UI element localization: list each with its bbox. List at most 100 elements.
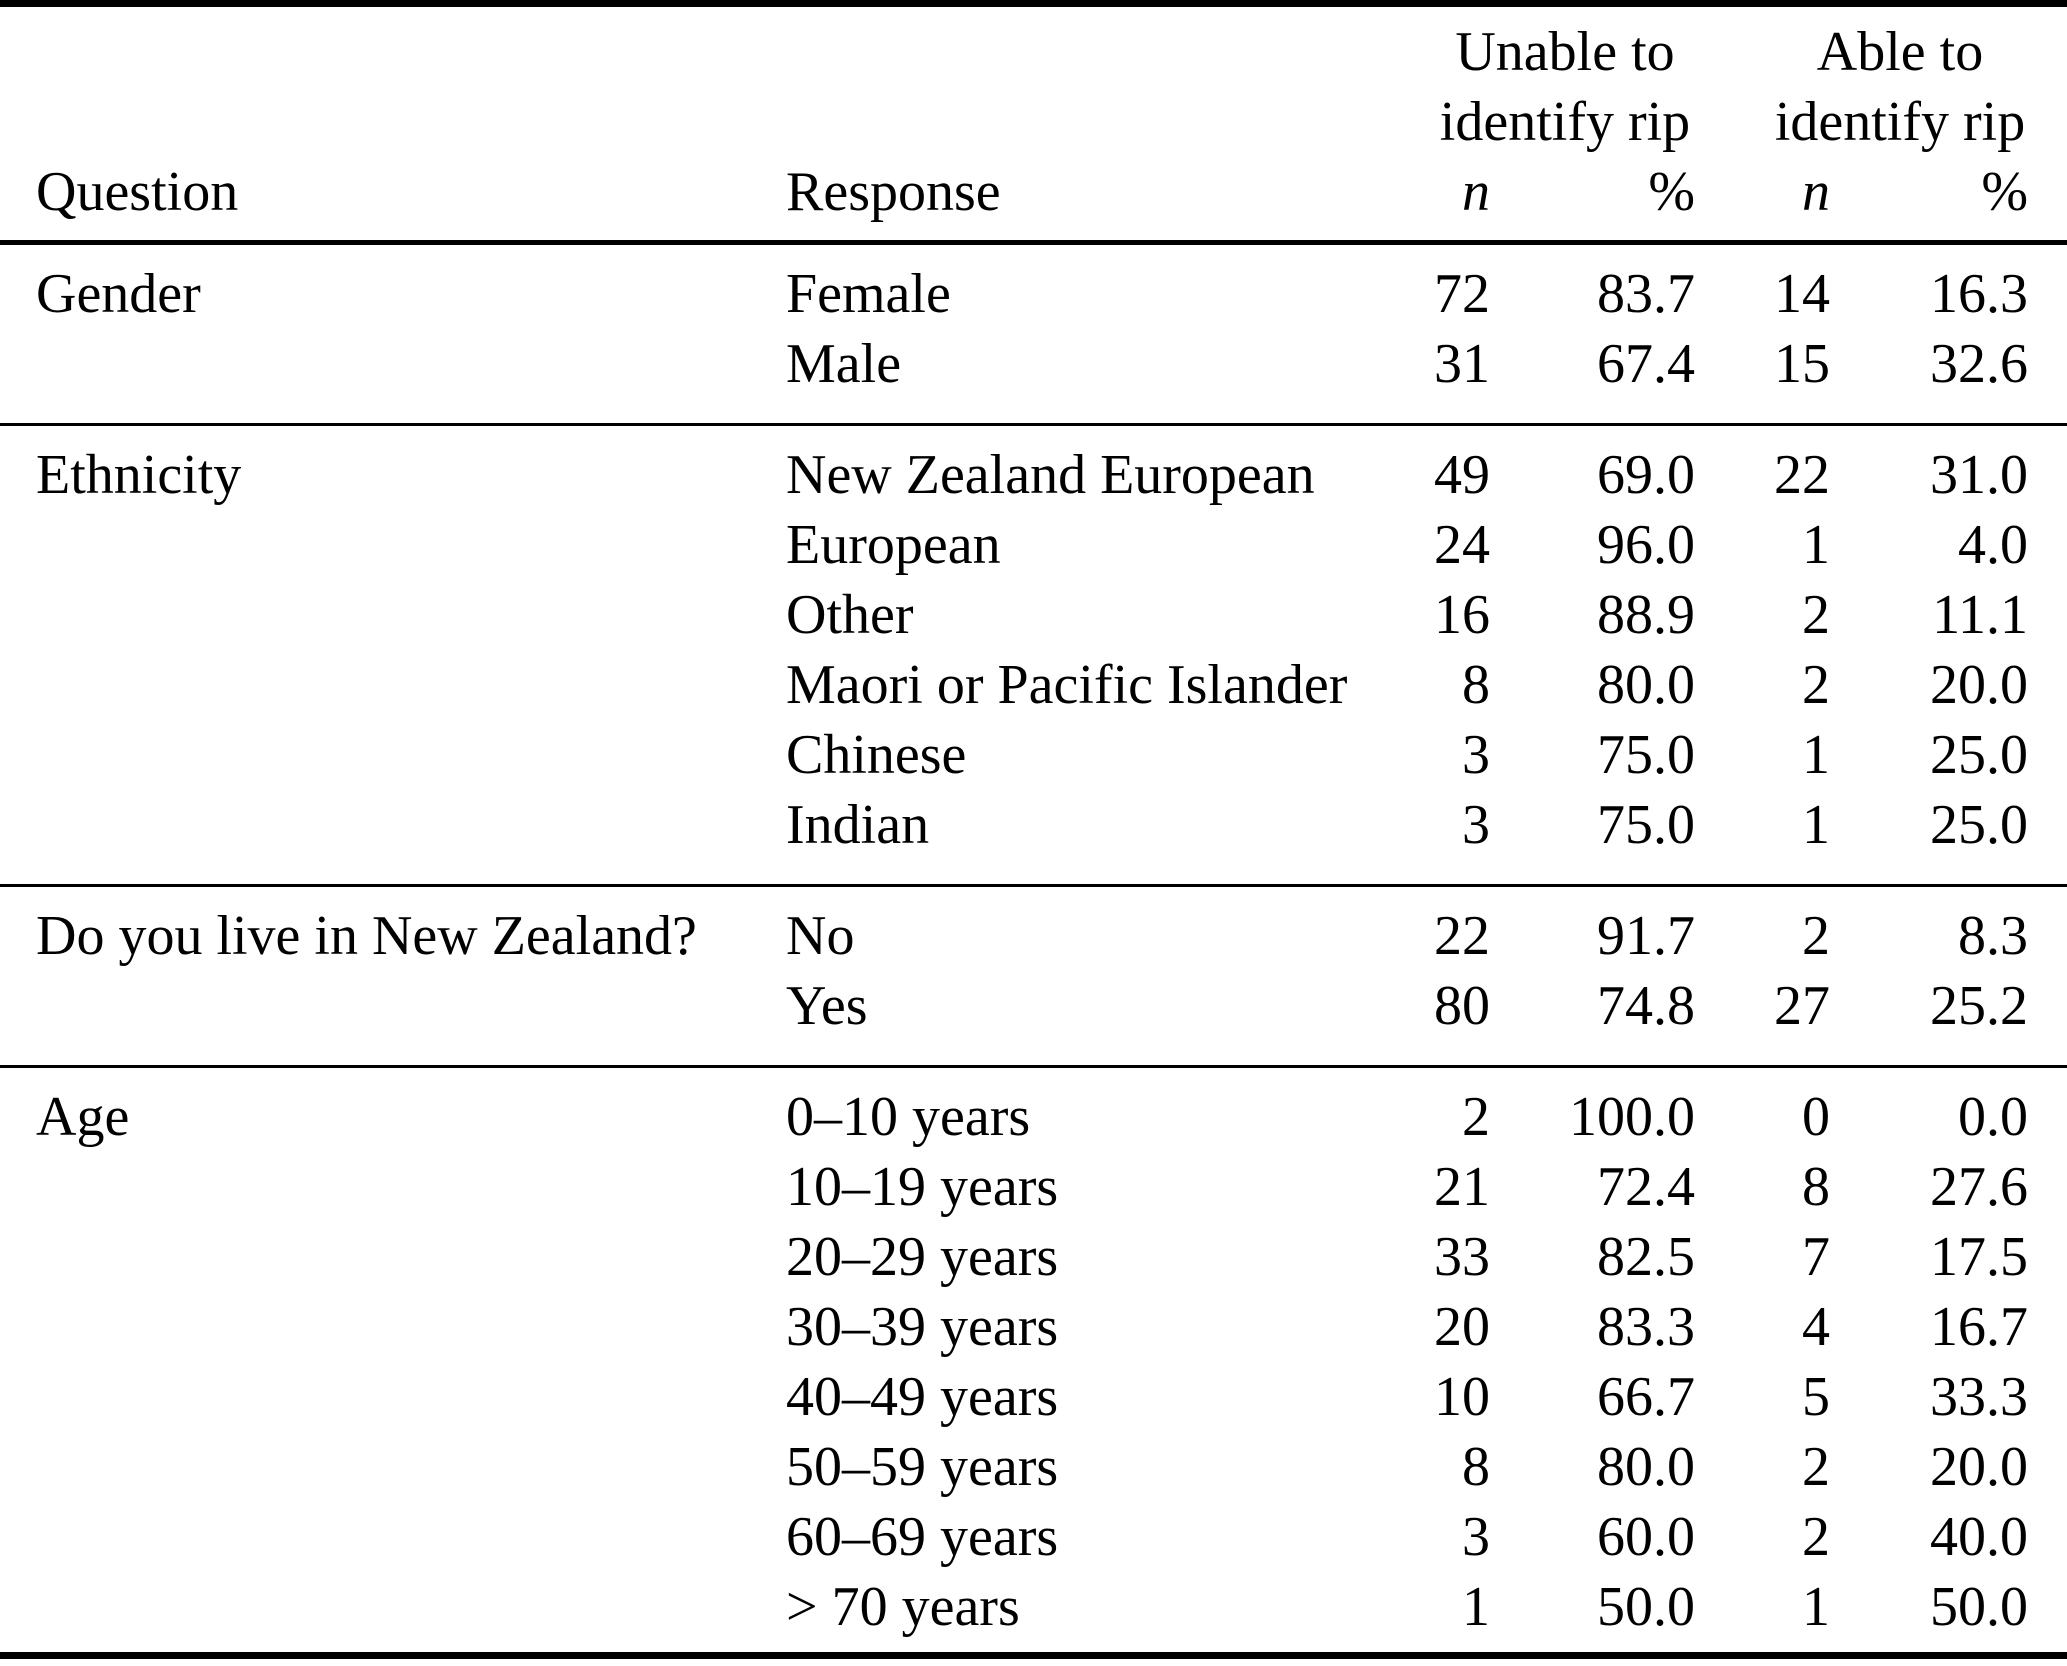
response-cell: European xyxy=(786,514,1001,576)
table-row: 30–39 years 20 83.3 4 16.7 xyxy=(0,1292,2067,1362)
unable-n-cell: 3 xyxy=(1462,724,1490,786)
empty-cell xyxy=(0,971,786,1067)
response-cell: Yes xyxy=(786,975,868,1037)
table-row: 50–59 years 8 80.0 2 20.0 xyxy=(0,1432,2067,1502)
response-cell: 60–69 years xyxy=(786,1506,1059,1568)
response-cell: Maori or Pacific Islander xyxy=(786,654,1348,716)
question-label: Gender xyxy=(36,263,201,325)
table-row: Maori or Pacific Islander 8 80.0 2 20.0 xyxy=(0,650,2067,720)
unable-pct-cell: 100.0 xyxy=(1569,1086,1695,1148)
empty-cell xyxy=(0,720,786,790)
response-cell: 20–29 years xyxy=(786,1226,1059,1288)
empty-cell xyxy=(0,1152,786,1222)
response-cell: 10–19 years xyxy=(786,1156,1059,1218)
able-pct-cell: 11.1 xyxy=(1932,584,2029,646)
question-label: Ethnicity xyxy=(36,444,242,506)
unable-pct-cell: 66.7 xyxy=(1597,1366,1695,1428)
table-row: Yes 80 74.8 27 25.2 xyxy=(0,971,2067,1067)
table-row: Do you live in New Zealand? No 22 91.7 2… xyxy=(0,886,2067,972)
unable-pct-cell: 80.0 xyxy=(1597,654,1695,716)
empty-cell xyxy=(0,1432,786,1502)
table-row: 20–29 years 33 82.5 7 17.5 xyxy=(0,1222,2067,1292)
unable-pct-cell: 72.4 xyxy=(1597,1156,1695,1218)
unable-n-cell: 80 xyxy=(1434,975,1490,1037)
unable-n-cell: 33 xyxy=(1434,1226,1490,1288)
empty-cell xyxy=(0,1292,786,1362)
empty-cell xyxy=(0,510,786,580)
response-cell: Male xyxy=(786,333,902,395)
unable-n-cell: 16 xyxy=(1434,584,1490,646)
empty-cell xyxy=(0,650,786,720)
able-pct-cell: 20.0 xyxy=(1930,1436,2029,1498)
empty-cell xyxy=(0,580,786,650)
unable-pct-cell: 88.9 xyxy=(1597,584,1695,646)
unable-pct-cell: 80.0 xyxy=(1597,1436,1695,1498)
table-row: Other 16 88.9 2 11.1 xyxy=(0,580,2067,650)
group-header-unable-line1: Unable to xyxy=(1455,21,1675,83)
unable-n-cell: 8 xyxy=(1462,654,1490,716)
response-cell: 50–59 years xyxy=(786,1436,1059,1498)
table-row: Indian 3 75.0 1 25.0 xyxy=(0,790,2067,886)
unable-pct-cell: 60.0 xyxy=(1597,1506,1695,1568)
able-n-column-header: n xyxy=(1802,161,1830,223)
unable-n-cell: 22 xyxy=(1434,905,1490,967)
table-row: 10–19 years 21 72.4 8 27.6 xyxy=(0,1152,2067,1222)
table-row: Chinese 3 75.0 1 25.0 xyxy=(0,720,2067,790)
unable-pct-cell: 83.3 xyxy=(1597,1296,1695,1358)
response-cell: Indian xyxy=(786,794,930,856)
able-pct-cell: 16.3 xyxy=(1930,263,2029,325)
question-column-header: Question xyxy=(36,161,239,223)
able-n-cell: 2 xyxy=(1802,905,1830,967)
unable-pct-cell: 50.0 xyxy=(1597,1576,1695,1638)
response-cell: 0–10 years xyxy=(786,1086,1031,1148)
able-pct-cell: 50.0 xyxy=(1930,1576,2029,1638)
unable-pct-cell: 83.7 xyxy=(1597,263,1695,325)
table-row: 40–49 years 10 66.7 5 33.3 xyxy=(0,1362,2067,1432)
table-row: Male 31 67.4 15 32.6 xyxy=(0,329,2067,425)
able-pct-cell: 27.6 xyxy=(1930,1156,2029,1218)
unable-n-column-header: n xyxy=(1462,161,1490,223)
response-cell: 30–39 years xyxy=(786,1296,1059,1358)
able-pct-column-header: % xyxy=(1981,161,2029,223)
able-pct-cell: 20.0 xyxy=(1930,654,2029,716)
unable-n-cell: 31 xyxy=(1434,333,1490,395)
question-label: Age xyxy=(36,1086,130,1148)
empty-cell xyxy=(0,1502,786,1572)
unable-n-cell: 3 xyxy=(1462,794,1490,856)
able-n-cell: 2 xyxy=(1802,584,1830,646)
unable-n-cell: 8 xyxy=(1462,1436,1490,1498)
able-n-cell: 4 xyxy=(1802,1296,1830,1358)
able-n-cell: 7 xyxy=(1802,1226,1830,1288)
section-ethnicity: Ethnicity New Zealand European 49 69.0 2… xyxy=(0,425,2067,886)
empty-cell xyxy=(786,87,1400,157)
empty-cell xyxy=(0,87,786,157)
able-pct-cell: 25.0 xyxy=(1930,794,2029,856)
unable-n-cell: 2 xyxy=(1462,1086,1490,1148)
empty-cell xyxy=(0,1572,786,1656)
able-n-cell: 1 xyxy=(1802,724,1830,786)
able-pct-cell: 0.0 xyxy=(1958,1086,2029,1148)
section-gender: Gender Female 72 83.7 14 16.3 Male 31 67… xyxy=(0,243,2067,425)
group-header-row-1: Unable to Able to xyxy=(0,4,2067,88)
empty-cell xyxy=(786,4,1400,88)
able-pct-cell: 33.3 xyxy=(1930,1366,2029,1428)
able-n-cell: 14 xyxy=(1774,263,1830,325)
section-age: Age 0–10 years 2 100.0 0 0.0 10–19 years… xyxy=(0,1067,2067,1656)
section-live-in-nz: Do you live in New Zealand? No 22 91.7 2… xyxy=(0,886,2067,1067)
unable-n-cell: 21 xyxy=(1434,1156,1490,1218)
empty-cell xyxy=(0,329,786,425)
table-row: Age 0–10 years 2 100.0 0 0.0 xyxy=(0,1067,2067,1153)
unable-n-cell: 1 xyxy=(1462,1576,1490,1638)
empty-cell xyxy=(0,1362,786,1432)
empty-cell xyxy=(0,790,786,886)
unable-pct-cell: 69.0 xyxy=(1597,444,1695,506)
table-row: Ethnicity New Zealand European 49 69.0 2… xyxy=(0,425,2067,511)
response-cell: New Zealand European xyxy=(786,444,1315,506)
unable-pct-cell: 91.7 xyxy=(1597,905,1695,967)
able-pct-cell: 8.3 xyxy=(1958,905,2029,967)
group-header-row-2: identify rip identify rip xyxy=(0,87,2067,157)
unable-n-cell: 24 xyxy=(1434,514,1490,576)
table-row: 60–69 years 3 60.0 2 40.0 xyxy=(0,1502,2067,1572)
able-n-cell: 22 xyxy=(1774,444,1830,506)
